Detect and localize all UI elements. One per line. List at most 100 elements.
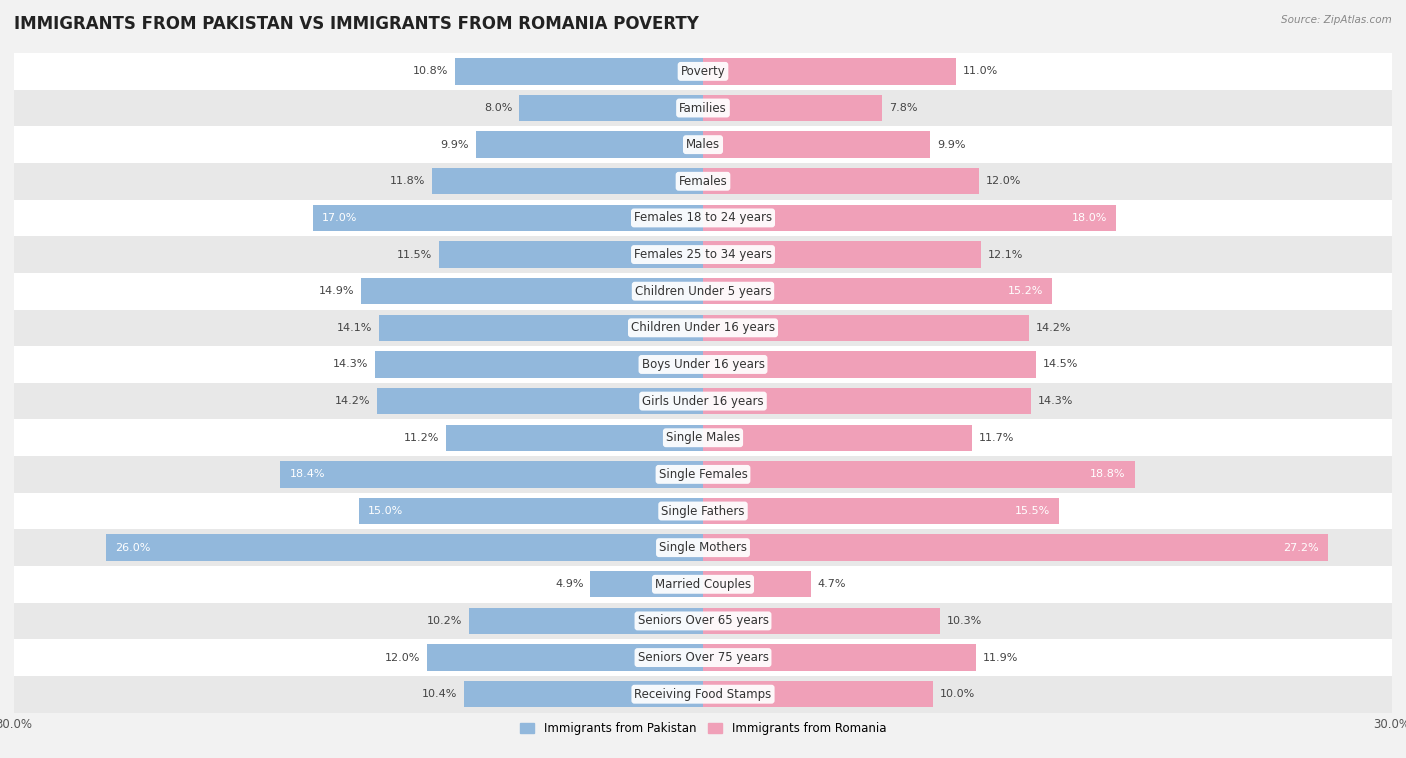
Text: 8.0%: 8.0% xyxy=(484,103,512,113)
Text: 18.8%: 18.8% xyxy=(1090,469,1126,479)
Bar xyxy=(475,131,703,158)
Text: 12.0%: 12.0% xyxy=(385,653,420,662)
Text: 14.5%: 14.5% xyxy=(1043,359,1078,369)
Bar xyxy=(703,205,1116,231)
Text: Females 25 to 34 years: Females 25 to 34 years xyxy=(634,248,772,261)
Text: Poverty: Poverty xyxy=(681,65,725,78)
Text: 14.1%: 14.1% xyxy=(337,323,373,333)
Text: Children Under 16 years: Children Under 16 years xyxy=(631,321,775,334)
Text: Single Fathers: Single Fathers xyxy=(661,505,745,518)
Text: Single Mothers: Single Mothers xyxy=(659,541,747,554)
Text: 17.0%: 17.0% xyxy=(322,213,357,223)
Text: 26.0%: 26.0% xyxy=(115,543,150,553)
Bar xyxy=(374,351,703,377)
Bar xyxy=(439,241,703,268)
Bar xyxy=(591,571,703,597)
Text: 11.8%: 11.8% xyxy=(389,177,425,186)
Bar xyxy=(359,498,703,525)
Bar xyxy=(14,603,1392,639)
Bar xyxy=(703,424,972,451)
Text: Females 18 to 24 years: Females 18 to 24 years xyxy=(634,211,772,224)
Bar xyxy=(361,278,703,305)
Text: 10.8%: 10.8% xyxy=(413,67,449,77)
Bar xyxy=(14,419,1392,456)
Bar xyxy=(703,241,981,268)
Bar xyxy=(703,388,1032,415)
Text: 11.9%: 11.9% xyxy=(983,653,1018,662)
Bar xyxy=(14,676,1392,713)
Text: Single Females: Single Females xyxy=(658,468,748,481)
Bar xyxy=(703,461,1135,487)
Text: 15.5%: 15.5% xyxy=(1015,506,1050,516)
Text: 27.2%: 27.2% xyxy=(1282,543,1319,553)
Bar xyxy=(703,608,939,634)
Bar xyxy=(14,639,1392,676)
Text: 14.3%: 14.3% xyxy=(1038,396,1074,406)
Bar xyxy=(427,644,703,671)
Bar xyxy=(703,58,956,85)
Text: Seniors Over 75 years: Seniors Over 75 years xyxy=(637,651,769,664)
Bar xyxy=(703,315,1029,341)
Text: 14.2%: 14.2% xyxy=(1036,323,1071,333)
Text: 12.0%: 12.0% xyxy=(986,177,1021,186)
Legend: Immigrants from Pakistan, Immigrants from Romania: Immigrants from Pakistan, Immigrants fro… xyxy=(515,717,891,740)
Text: Married Couples: Married Couples xyxy=(655,578,751,590)
Bar xyxy=(14,89,1392,127)
Bar xyxy=(519,95,703,121)
Bar xyxy=(14,493,1392,529)
Bar xyxy=(14,53,1392,89)
Bar xyxy=(703,168,979,195)
Text: Males: Males xyxy=(686,138,720,151)
Bar xyxy=(14,127,1392,163)
Bar xyxy=(703,131,931,158)
Bar xyxy=(380,315,703,341)
Text: Families: Families xyxy=(679,102,727,114)
Bar xyxy=(14,236,1392,273)
Bar xyxy=(377,388,703,415)
Text: Girls Under 16 years: Girls Under 16 years xyxy=(643,395,763,408)
Bar xyxy=(14,199,1392,236)
Bar xyxy=(14,346,1392,383)
Bar xyxy=(456,58,703,85)
Bar xyxy=(105,534,703,561)
Bar xyxy=(703,571,811,597)
Text: 9.9%: 9.9% xyxy=(938,139,966,149)
Text: Seniors Over 65 years: Seniors Over 65 years xyxy=(637,615,769,628)
Text: 11.5%: 11.5% xyxy=(396,249,432,259)
Text: 4.7%: 4.7% xyxy=(818,579,846,589)
Bar xyxy=(14,529,1392,566)
Bar xyxy=(468,608,703,634)
Bar xyxy=(280,461,703,487)
Text: 15.2%: 15.2% xyxy=(1008,287,1043,296)
Text: IMMIGRANTS FROM PAKISTAN VS IMMIGRANTS FROM ROMANIA POVERTY: IMMIGRANTS FROM PAKISTAN VS IMMIGRANTS F… xyxy=(14,15,699,33)
Bar xyxy=(703,644,976,671)
Bar xyxy=(14,273,1392,309)
Bar xyxy=(312,205,703,231)
Text: 11.0%: 11.0% xyxy=(963,67,998,77)
Bar xyxy=(703,681,932,707)
Bar xyxy=(14,456,1392,493)
Text: 12.1%: 12.1% xyxy=(988,249,1024,259)
Bar xyxy=(446,424,703,451)
Text: 18.4%: 18.4% xyxy=(290,469,325,479)
Text: 4.9%: 4.9% xyxy=(555,579,583,589)
Bar xyxy=(14,383,1392,419)
Bar xyxy=(14,566,1392,603)
Text: 10.2%: 10.2% xyxy=(426,616,461,626)
Bar xyxy=(703,498,1059,525)
Text: 18.0%: 18.0% xyxy=(1071,213,1107,223)
Bar xyxy=(432,168,703,195)
Bar xyxy=(703,351,1036,377)
Text: Boys Under 16 years: Boys Under 16 years xyxy=(641,358,765,371)
Bar xyxy=(703,534,1327,561)
Text: 10.3%: 10.3% xyxy=(946,616,981,626)
Text: 10.0%: 10.0% xyxy=(939,689,974,699)
Bar xyxy=(703,278,1052,305)
Text: 11.7%: 11.7% xyxy=(979,433,1014,443)
Text: 10.4%: 10.4% xyxy=(422,689,457,699)
Bar xyxy=(703,95,882,121)
Text: Children Under 5 years: Children Under 5 years xyxy=(634,285,772,298)
Text: 9.9%: 9.9% xyxy=(440,139,468,149)
Text: 15.0%: 15.0% xyxy=(368,506,404,516)
Text: Single Males: Single Males xyxy=(666,431,740,444)
